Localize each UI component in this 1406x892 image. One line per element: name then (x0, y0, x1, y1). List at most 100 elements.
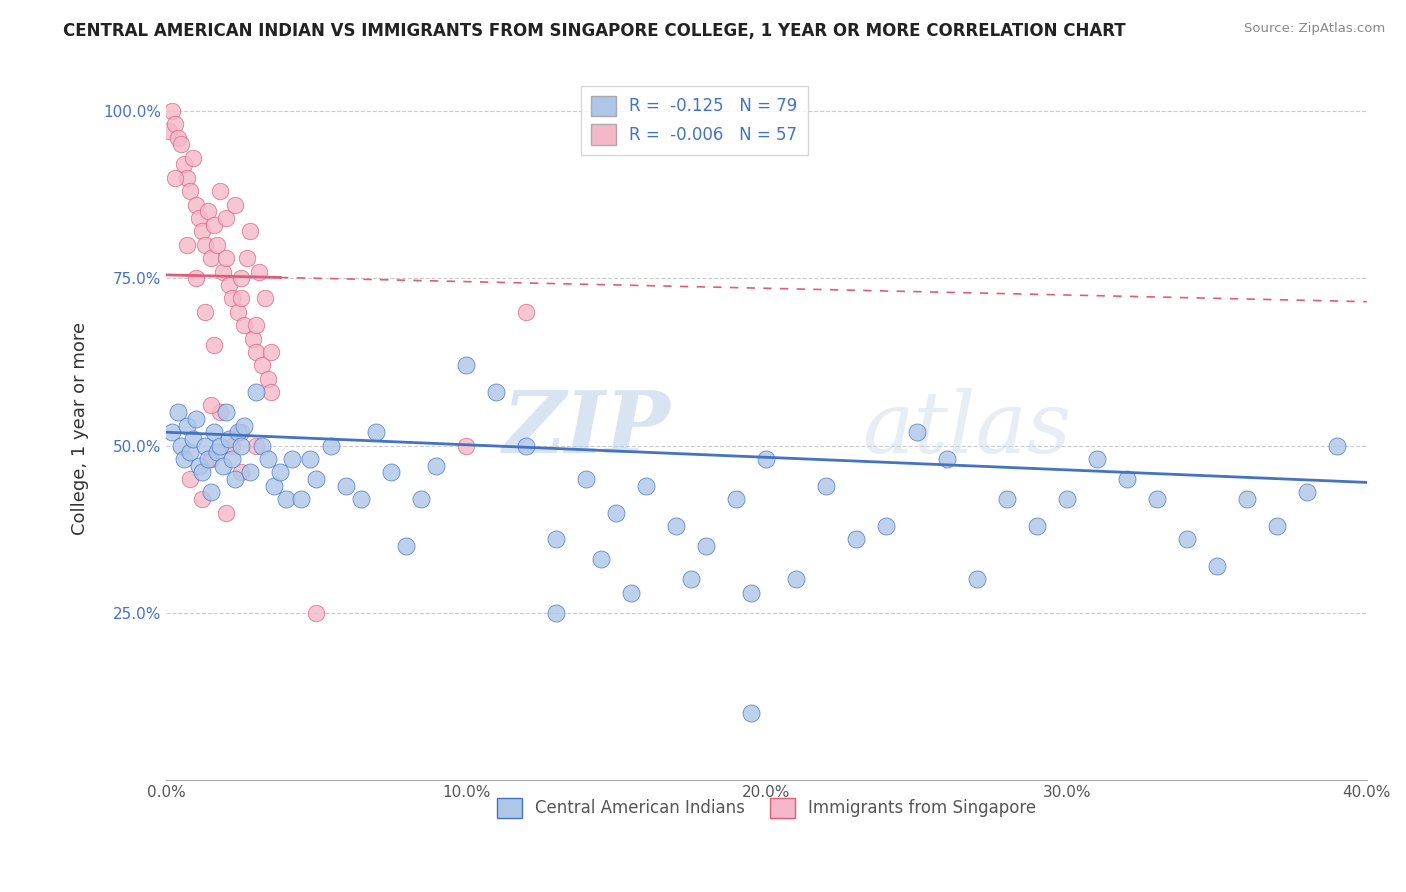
Point (755, 452, 778, 467)
Point (269, 466, 291, 480)
Point (425, 458, 447, 473)
Point (215, 405, 238, 419)
Point (163, 170, 186, 185)
Point (254, 291, 277, 305)
Y-axis label: College, 1 year or more: College, 1 year or more (72, 322, 89, 535)
Point (245, 385, 267, 400)
Point (299, 452, 322, 467)
Point (233, 418, 256, 433)
Point (229, 271, 252, 285)
Point (319, 439, 342, 453)
Point (257, 372, 280, 386)
Point (239, 224, 262, 238)
Point (395, 539, 418, 553)
Point (380, 466, 402, 480)
Point (181, 151, 204, 165)
Point (202, 338, 225, 352)
Point (163, 117, 186, 131)
Point (215, 506, 238, 520)
Point (815, 479, 838, 493)
Point (229, 466, 252, 480)
Point (218, 277, 240, 292)
Point (184, 412, 207, 426)
Point (221, 439, 243, 453)
Point (188, 211, 211, 225)
Point (200, 485, 222, 500)
Point (257, 452, 280, 467)
Point (167, 130, 190, 145)
Point (194, 237, 217, 252)
Point (636, 479, 658, 493)
Point (1056, 492, 1078, 507)
Point (515, 304, 537, 318)
Point (184, 271, 207, 285)
Point (260, 385, 283, 400)
Point (1326, 439, 1348, 453)
Text: ZIP: ZIP (502, 387, 671, 471)
Point (188, 458, 211, 473)
Point (229, 439, 252, 453)
Point (456, 439, 478, 453)
Point (212, 458, 235, 473)
Point (935, 452, 957, 467)
Point (456, 359, 478, 373)
Point (350, 492, 373, 507)
Point (1085, 452, 1108, 467)
Point (245, 439, 267, 453)
Point (245, 344, 267, 359)
Point (191, 466, 214, 480)
Point (740, 706, 762, 721)
Point (191, 492, 214, 507)
Point (485, 385, 508, 400)
Point (224, 472, 246, 486)
Point (218, 432, 240, 446)
Point (876, 519, 898, 533)
Point (194, 304, 217, 318)
Point (546, 533, 568, 547)
Point (208, 439, 231, 453)
Point (1265, 519, 1288, 533)
Point (305, 472, 328, 486)
Point (179, 445, 201, 459)
Point (1025, 519, 1047, 533)
Point (215, 211, 238, 225)
Point (226, 425, 249, 440)
Point (208, 405, 231, 419)
Point (620, 586, 643, 600)
Point (191, 224, 214, 238)
Point (1146, 492, 1168, 507)
Point (202, 218, 225, 232)
Point (229, 291, 252, 305)
Point (242, 331, 264, 345)
Point (366, 425, 388, 440)
Point (250, 439, 273, 453)
Point (197, 204, 219, 219)
Point (179, 184, 201, 198)
Point (176, 170, 198, 185)
Point (966, 573, 988, 587)
Point (236, 251, 259, 265)
Text: Source: ZipAtlas.com: Source: ZipAtlas.com (1244, 22, 1385, 36)
Point (202, 425, 225, 440)
Point (740, 586, 762, 600)
Point (1295, 485, 1317, 500)
Point (226, 304, 249, 318)
Point (181, 432, 204, 446)
Point (665, 519, 688, 533)
Point (200, 452, 222, 467)
Point (167, 405, 190, 419)
Text: atlas: atlas (862, 387, 1071, 470)
Point (194, 439, 217, 453)
Point (995, 492, 1018, 507)
Point (221, 291, 243, 305)
Point (681, 573, 703, 587)
Point (1115, 472, 1137, 486)
Point (263, 479, 285, 493)
Point (160, 425, 183, 440)
Point (245, 318, 267, 332)
Point (591, 552, 613, 566)
Point (224, 197, 246, 211)
Point (575, 472, 598, 486)
Point (695, 539, 717, 553)
Point (170, 137, 193, 152)
